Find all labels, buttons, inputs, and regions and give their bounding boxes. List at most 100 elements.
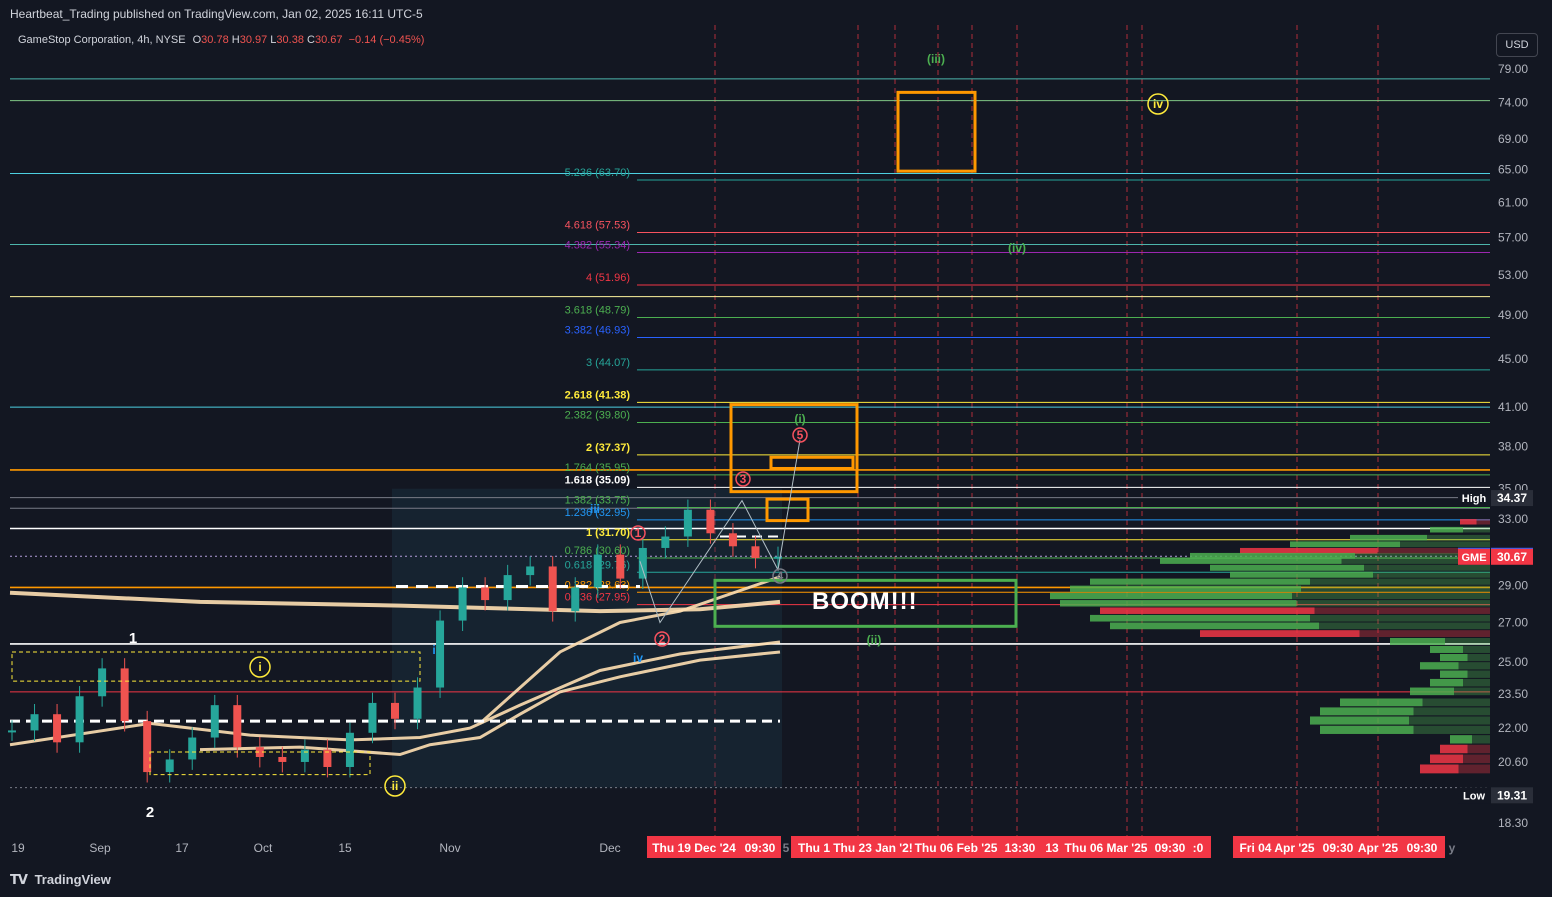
tradingview-footer[interactable]: 𝗧𝗩 TradingView bbox=[10, 872, 111, 888]
volume-profile-bar-alt-14 bbox=[1310, 614, 1490, 622]
volume-profile-bar-alt-28 bbox=[1472, 735, 1490, 744]
currency-button[interactable]: USD bbox=[1496, 33, 1538, 57]
candle-body-30 bbox=[683, 509, 692, 537]
wave-label-2: (iv) bbox=[1008, 241, 1026, 255]
volume-profile-bar-alt-9 bbox=[1310, 578, 1490, 585]
symbol-legend: GameStop Corporation, 4h, NYSE O30.78 H3… bbox=[18, 34, 424, 46]
y-tick-15: 25.00 bbox=[1498, 655, 1528, 669]
x-tick-2: 17 bbox=[175, 841, 189, 855]
ma-long bbox=[9, 590, 781, 614]
fib-label-12: 1.382 (33.75) bbox=[565, 494, 630, 506]
fib-label-5: 3.382 (46.93) bbox=[565, 324, 630, 336]
tradingview-brand: TradingView bbox=[34, 872, 111, 887]
volume-profile-bar-16 bbox=[1200, 630, 1360, 638]
volume-profile-bar-29 bbox=[1440, 744, 1468, 754]
x-tick-6: Dec bbox=[599, 841, 620, 855]
x-highlight-3: Thu 1 bbox=[798, 841, 830, 855]
volume-profile-bar-15 bbox=[1110, 622, 1319, 630]
volume-profile-bar-19 bbox=[1440, 653, 1468, 662]
fib-label-4: 3.618 (48.79) bbox=[565, 304, 630, 316]
volume-profile-bar-alt-26 bbox=[1409, 716, 1490, 725]
y-tick-13: 29.00 bbox=[1498, 579, 1528, 593]
candle-body-25 bbox=[571, 587, 580, 612]
price-tag-bg-0 bbox=[1458, 490, 1490, 507]
volume-profile-bar-11 bbox=[1050, 592, 1292, 600]
volume-profile-bar-27 bbox=[1320, 725, 1414, 734]
wave-label-8: 2 bbox=[659, 632, 666, 646]
volume-profile-bar-3 bbox=[1290, 541, 1400, 548]
wave-label-5: 5 bbox=[797, 428, 804, 442]
x-highlight-2: 5 bbox=[783, 841, 790, 855]
x-highlight-1: 09:30 bbox=[745, 841, 776, 855]
volume-profile-bar-21 bbox=[1440, 670, 1468, 678]
candle-body-34 bbox=[774, 556, 782, 559]
candle-body-17 bbox=[391, 702, 399, 719]
candle-body-20 bbox=[458, 587, 467, 621]
volume-profile-bar-30 bbox=[1430, 754, 1463, 764]
volume-profile-bar-24 bbox=[1340, 698, 1423, 707]
volume-profile-bar-alt-29 bbox=[1467, 744, 1490, 754]
candle-body-14 bbox=[323, 749, 332, 767]
boom-annotation: BOOM!!! bbox=[812, 588, 918, 615]
fib-label-0: 5.236 (63.70) bbox=[565, 167, 630, 179]
wave-circle-8 bbox=[654, 631, 670, 647]
volume-profile-bar-alt-12 bbox=[1296, 600, 1490, 607]
fib-label-9: 2 (37.37) bbox=[586, 442, 630, 454]
candle-body-0 bbox=[8, 730, 16, 733]
y-tick-1: 74.00 bbox=[1498, 96, 1528, 110]
ma-fast bbox=[479, 575, 781, 725]
y-tick-18: 20.60 bbox=[1498, 755, 1528, 769]
open-value: 30.78 bbox=[201, 34, 229, 46]
price-tag-value-2: 30.67 bbox=[1497, 550, 1527, 564]
x-highlight-8: Thu 06 Mar '25 bbox=[1065, 841, 1148, 855]
close-label: C bbox=[307, 34, 315, 46]
x-highlight-5: Thu 06 Feb '25 bbox=[915, 841, 998, 855]
volume-profile-bar-22 bbox=[1430, 678, 1463, 687]
wave-label-3: (i) bbox=[794, 412, 805, 426]
price-tag-label-3: Low bbox=[1463, 790, 1485, 802]
volume-profile-bar-18 bbox=[1430, 645, 1463, 653]
volume-profile-bar-13 bbox=[1100, 607, 1315, 614]
low-value: 30.38 bbox=[276, 34, 304, 46]
candle-body-31 bbox=[706, 509, 715, 534]
volume-profile-bar-6 bbox=[1160, 557, 1342, 564]
wave-label-1: iv bbox=[1153, 97, 1163, 111]
x-highlight-4: Thu 23 Jan '2! bbox=[833, 841, 913, 855]
fib-label-2: 4.382 (55.34) bbox=[565, 240, 630, 252]
candle-body-1 bbox=[30, 714, 39, 731]
volume-profile-bar-4 bbox=[1240, 547, 1378, 554]
wave-label-11: i bbox=[432, 643, 435, 657]
symbol-name[interactable]: GameStop Corporation, 4h, NYSE bbox=[18, 34, 186, 46]
y-tick-9: 41.00 bbox=[1498, 400, 1528, 414]
candle-body-10 bbox=[233, 705, 242, 748]
volume-profile-bar-17 bbox=[1390, 637, 1445, 645]
candle-body-23 bbox=[526, 566, 535, 576]
x-tick-4: 15 bbox=[338, 841, 352, 855]
target-box-iii bbox=[896, 90, 977, 173]
x-tick-5: Nov bbox=[439, 841, 460, 855]
price-tag-value-0: 34.37 bbox=[1497, 491, 1527, 505]
candle-body-24 bbox=[548, 566, 557, 612]
fib-label-3: 4 (51.96) bbox=[586, 272, 630, 284]
candle-body-27 bbox=[616, 554, 625, 579]
candle-body-9 bbox=[210, 705, 219, 738]
price-tag-label-0: High bbox=[1462, 493, 1487, 505]
candle-body-18 bbox=[413, 687, 422, 719]
volume-profile-bar-14 bbox=[1090, 614, 1310, 622]
x-highlight-bg-1 bbox=[791, 836, 1211, 858]
y-tick-12: 33.00 bbox=[1498, 512, 1528, 526]
volume-profile-bar-alt-13 bbox=[1314, 607, 1490, 614]
volume-profile-bar-alt-1 bbox=[1463, 526, 1490, 533]
candle-body-16 bbox=[368, 702, 377, 733]
y-tick-10: 38.00 bbox=[1498, 439, 1528, 453]
volume-profile-bar-alt-8 bbox=[1373, 571, 1490, 578]
fib-label-6: 3 (44.07) bbox=[586, 357, 630, 369]
x-tick-0: 19 bbox=[11, 841, 25, 855]
wave-circle-14 bbox=[384, 775, 406, 797]
price-tag-value-3: 19.31 bbox=[1497, 788, 1527, 802]
y-tick-7: 49.00 bbox=[1498, 308, 1528, 322]
y-tick-16: 23.50 bbox=[1498, 687, 1528, 701]
x-highlight-14: 09:30 bbox=[1407, 841, 1438, 855]
y-tick-14: 27.00 bbox=[1498, 615, 1528, 629]
